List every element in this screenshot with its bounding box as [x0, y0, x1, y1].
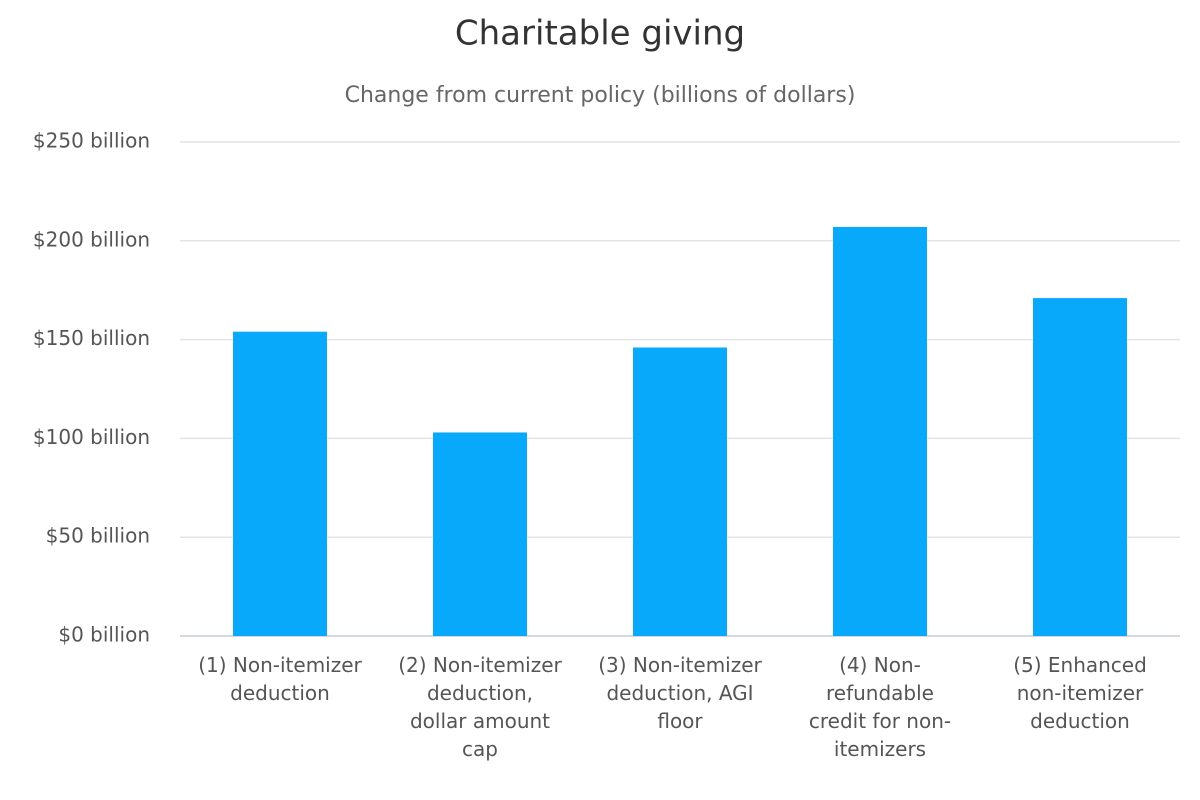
y-tick-label: $100 billion: [33, 425, 150, 449]
y-tick-label: $200 billion: [33, 227, 150, 251]
bar: [433, 432, 527, 636]
bar: [1033, 298, 1127, 636]
y-tick-label: $50 billion: [46, 524, 150, 548]
x-tick-label: (2) Non-itemizer deduction, dollar amount c…: [398, 653, 562, 761]
x-tick-label: (4) Non-refundable credit for non-itemize…: [809, 653, 951, 761]
x-tick-label: (5) Enhanced non-itemizer deduction: [1013, 653, 1147, 733]
chart-title: Charitable giving: [455, 14, 745, 54]
bar: [633, 347, 727, 636]
x-tick-label: (3) Non-itemizer deduction, AGI floor: [598, 653, 762, 733]
x-tick-label: (1) Non-itemizer deduction: [198, 653, 362, 705]
y-tick-label: $0 billion: [58, 623, 150, 647]
y-tick-label: $150 billion: [33, 326, 150, 350]
bar: [833, 226, 927, 636]
bar: [233, 331, 327, 636]
y-tick-label: $250 billion: [33, 129, 150, 153]
chart-subtitle: Change from current policy (billions of …: [345, 83, 856, 108]
